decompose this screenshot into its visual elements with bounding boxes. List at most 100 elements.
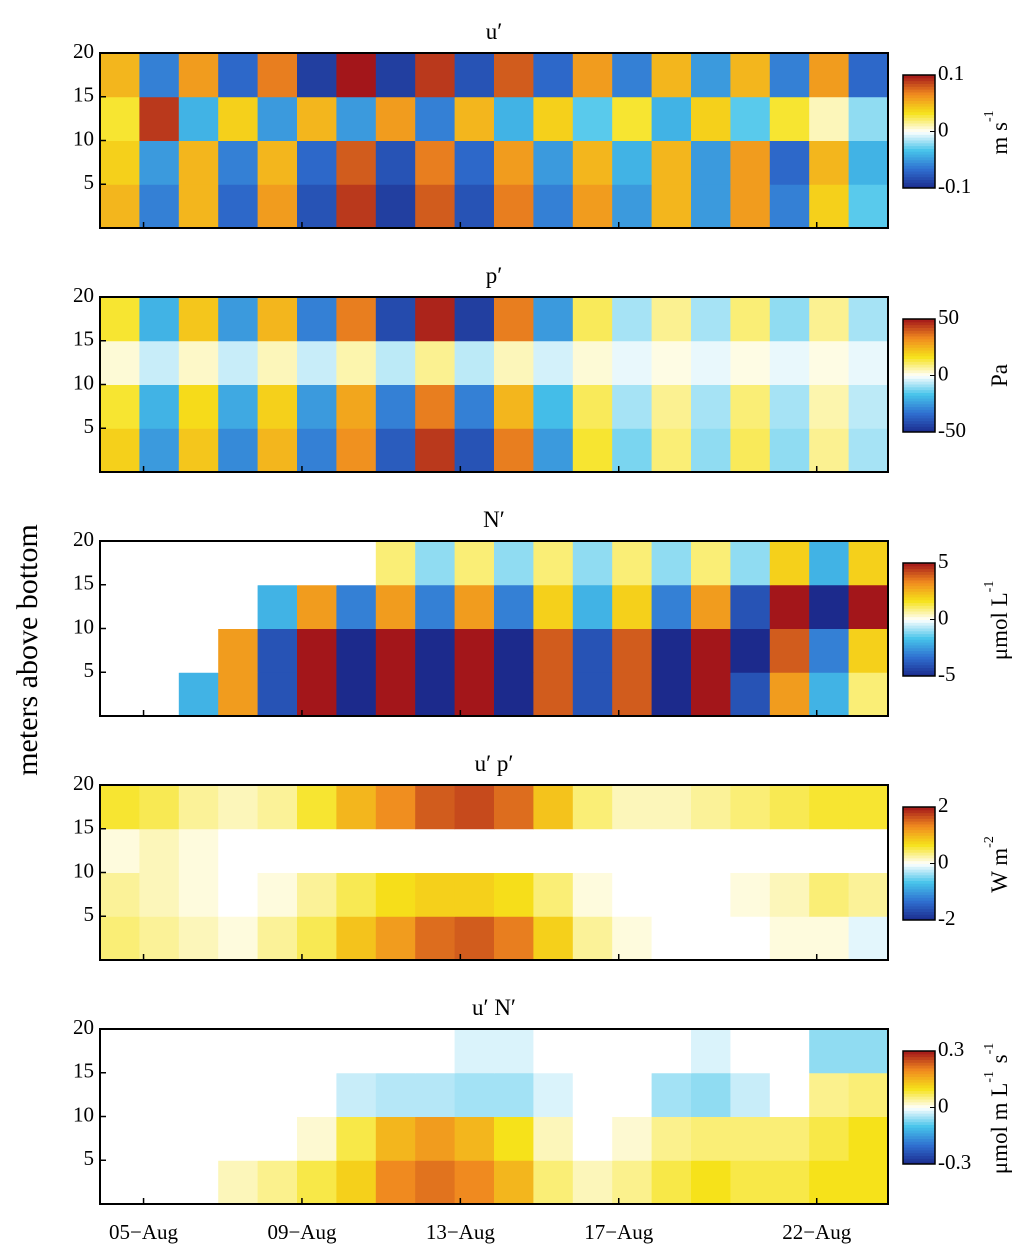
colorbar-swatch	[903, 565, 935, 570]
heat-cell	[139, 184, 180, 229]
heat-cell	[809, 916, 850, 961]
colorbar-swatch	[903, 630, 935, 635]
heat-cell	[415, 384, 456, 429]
heat-cell	[572, 1072, 613, 1117]
heat-cell	[533, 1029, 574, 1074]
heat-cell	[651, 1029, 692, 1074]
heat-cell	[415, 828, 456, 873]
heat-cell	[139, 872, 180, 917]
heat-cell	[848, 428, 889, 473]
heat-cell	[809, 628, 850, 673]
colorbar-tick-label: 50	[938, 305, 959, 329]
heat-cell	[691, 872, 731, 917]
colorbar-swatch	[903, 863, 935, 867]
colorbar-swatch	[903, 1158, 935, 1162]
panel-title: u′	[486, 19, 503, 44]
heat-cell	[769, 628, 810, 673]
heat-cell	[454, 872, 495, 917]
heat-cell	[218, 53, 259, 98]
heat-cell	[612, 1029, 653, 1074]
heat-cell	[297, 184, 337, 229]
colorbar-swatch	[903, 173, 935, 178]
x-tick-label: 22−Aug	[782, 1220, 852, 1244]
colorbar-swatch	[903, 596, 935, 601]
heat-cell	[257, 1160, 298, 1205]
heat-cell	[809, 53, 850, 98]
colorbar-swatch	[903, 1065, 935, 1069]
colorbar-swatch	[903, 897, 935, 901]
heat-cell	[494, 828, 534, 873]
heat-cell	[691, 53, 731, 98]
heat-cell	[730, 297, 771, 342]
heat-cell	[297, 785, 337, 830]
heat-cell	[336, 96, 377, 141]
heat-cell	[572, 53, 613, 98]
colorbar-swatch	[903, 1132, 935, 1137]
colorbar-swatch	[903, 335, 935, 340]
colorbar-swatch	[903, 1110, 935, 1114]
heat-cell	[375, 1029, 416, 1074]
heat-cell	[257, 584, 298, 629]
heat-cell	[297, 1160, 337, 1205]
heat-cell	[375, 1160, 416, 1205]
colorbar-swatch	[903, 832, 935, 836]
heat-cell	[769, 828, 810, 873]
colorbar-swatch	[903, 1113, 935, 1117]
heat-cell	[375, 140, 416, 185]
colorbar-swatch	[903, 849, 935, 853]
colorbar-label: m s-1	[982, 108, 1012, 154]
heat-cell	[100, 428, 140, 473]
heat-cell	[572, 584, 613, 629]
heat-cell	[730, 672, 771, 717]
heat-cell	[218, 785, 259, 830]
heat-cell	[415, 428, 456, 473]
colorbar-swatch	[903, 1107, 935, 1111]
heat-cell	[612, 384, 653, 429]
colorbar-swatch	[903, 667, 935, 671]
heat-cell	[572, 297, 613, 342]
heat-cell	[336, 1116, 377, 1161]
colorbar-swatch	[903, 392, 935, 396]
heat-cell	[769, 1116, 810, 1161]
heat-cell	[651, 916, 692, 961]
colorbar-swatch	[903, 891, 935, 896]
colorbar-swatch	[903, 591, 935, 595]
heat-cell	[612, 140, 653, 185]
colorbar-swatch	[903, 1124, 935, 1128]
heat-cell	[139, 140, 180, 185]
heat-cell	[769, 140, 810, 185]
heat-cell	[375, 584, 416, 629]
colorbar-label-sup: -1	[982, 1043, 997, 1055]
heat-cell	[375, 96, 416, 141]
heat-cell	[651, 428, 692, 473]
heat-cell	[769, 584, 810, 629]
colorbar-swatch	[903, 1141, 935, 1145]
heat-cell	[533, 428, 574, 473]
heat-cell	[218, 828, 259, 873]
colorbar-swatch	[903, 1096, 935, 1100]
heat-cell	[139, 1160, 180, 1205]
colorbar-swatch	[903, 415, 935, 419]
spacer	[987, 108, 1012, 110]
heat-cell	[809, 1116, 850, 1161]
heat-cell	[415, 1072, 456, 1117]
heat-cell	[730, 1160, 771, 1205]
heat-cell	[612, 1116, 653, 1161]
y-tick-label: 20	[73, 1015, 94, 1039]
colorbar-tick-label: 5	[938, 549, 949, 573]
heat-cell	[178, 140, 219, 185]
heat-cell	[572, 872, 613, 917]
colorbar-swatch	[903, 156, 935, 161]
colorbar-swatch	[903, 330, 935, 334]
heat-cell	[809, 140, 850, 185]
colorbar-swatch	[903, 659, 935, 663]
colorbar-label-text: μmol L	[987, 592, 1012, 660]
heat-cell	[494, 384, 534, 429]
heat-cell	[218, 672, 259, 717]
heat-cell	[691, 584, 731, 629]
colorbar-swatch	[903, 1147, 935, 1151]
heat-cell	[651, 297, 692, 342]
colorbar-swatch	[903, 148, 935, 152]
heat-cell	[415, 140, 456, 185]
heat-cell	[297, 828, 337, 873]
